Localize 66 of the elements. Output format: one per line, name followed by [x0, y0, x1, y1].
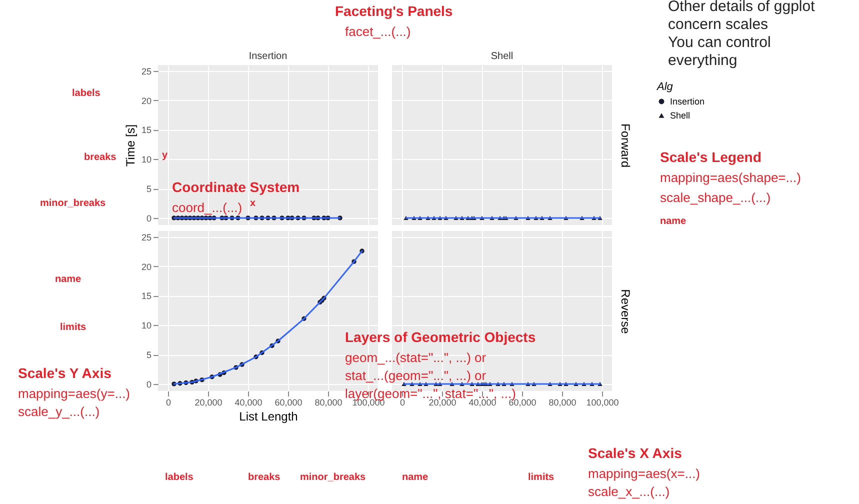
x-tick-label: 100,000 [586, 398, 619, 408]
text: concern scales [668, 16, 768, 33]
annotation: coord_...(...) [172, 200, 242, 215]
x-tick-label: 60,000 [508, 398, 536, 408]
text: Other details of ggplot [668, 0, 815, 15]
text: mapping=aes(shape=...) [660, 170, 801, 185]
text: labels [165, 471, 194, 485]
x-tick-label: 60,000 [274, 398, 302, 408]
legend-label: Insertion [670, 96, 705, 106]
x-tick-label: 100,000 [352, 398, 385, 408]
annotation: Coordinate System [172, 179, 300, 195]
y2-axis-title: Reverse [618, 289, 632, 334]
text: name [402, 471, 428, 485]
y-tick-label: 20 [141, 262, 152, 272]
text: You can control [668, 34, 771, 51]
y-tick-label: 15 [141, 291, 152, 302]
annotation: y [162, 149, 168, 163]
text: minor_breaks [40, 197, 106, 211]
annotation: Layers of Geometric Objects [345, 329, 536, 345]
y-tick-label: 0 [146, 213, 152, 224]
text: breaks [248, 471, 280, 485]
text: Faceting's Panels [335, 3, 453, 19]
y-tick-label: 25 [141, 66, 152, 76]
text: minor_breaks [300, 471, 366, 485]
text: everything [668, 52, 738, 69]
text: limits [528, 471, 554, 485]
y-axis-title: Time [s] [123, 124, 138, 167]
y-tick-label: 5 [146, 184, 152, 194]
text: scale_x_...(...) [588, 484, 670, 499]
y-tick-label: 25 [141, 232, 152, 242]
y-tick-label: 10 [141, 154, 152, 165]
x-tick-label: 0 [166, 398, 172, 408]
y-tick-label: 5 [146, 350, 152, 360]
x-tick-label: 40,000 [468, 398, 496, 408]
text: labels [72, 87, 100, 101]
x-axis-title: List Length [239, 410, 298, 424]
x-tick-label: 80,000 [314, 398, 342, 408]
text: breaks [84, 151, 116, 165]
y-tick-label: 15 [141, 125, 152, 136]
x-tick-label: 20,000 [428, 398, 456, 408]
annotation: geom_...(stat="...", ...) or [345, 350, 486, 365]
y-tick-label: 0 [146, 379, 152, 390]
text: scale_y_...(...) [18, 404, 100, 419]
text: name [660, 215, 686, 229]
x-tick-label: 0 [400, 398, 406, 408]
text: Scale's Legend [660, 149, 762, 165]
text: name [55, 273, 82, 287]
text: facet_...(...) [345, 24, 411, 39]
x-tick-label: 40,000 [234, 398, 262, 408]
legend-title: Alg [656, 81, 674, 93]
text: limits [60, 321, 86, 335]
text: mapping=aes(y=...) [18, 386, 130, 401]
text: scale_shape_...(...) [660, 190, 771, 205]
text: Scale's Y Axis [18, 365, 112, 381]
text: Shell [670, 110, 690, 120]
text: Scale's X Axis [588, 445, 682, 461]
y2-axis-title: Forward [618, 123, 632, 168]
annotation: x [250, 197, 256, 211]
text: mapping=aes(x=...) [588, 466, 700, 481]
annotation: stat_...(geom="...", ...) or [345, 368, 486, 383]
x-tick-label: 20,000 [194, 398, 222, 408]
x-tick-label: 80,000 [548, 398, 576, 408]
y-tick-label: 20 [141, 96, 152, 106]
chart-title: Insertion [248, 51, 288, 62]
y-tick-label: 10 [141, 320, 152, 331]
chart-title: Shell [490, 51, 514, 62]
